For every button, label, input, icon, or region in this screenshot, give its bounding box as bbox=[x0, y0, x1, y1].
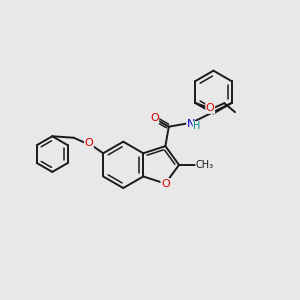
Text: O: O bbox=[161, 178, 170, 189]
Text: O: O bbox=[85, 138, 93, 148]
Text: N: N bbox=[186, 119, 195, 129]
Text: O: O bbox=[150, 113, 159, 123]
Text: H: H bbox=[193, 121, 200, 131]
Text: O: O bbox=[206, 103, 214, 113]
Text: CH₃: CH₃ bbox=[196, 160, 214, 170]
